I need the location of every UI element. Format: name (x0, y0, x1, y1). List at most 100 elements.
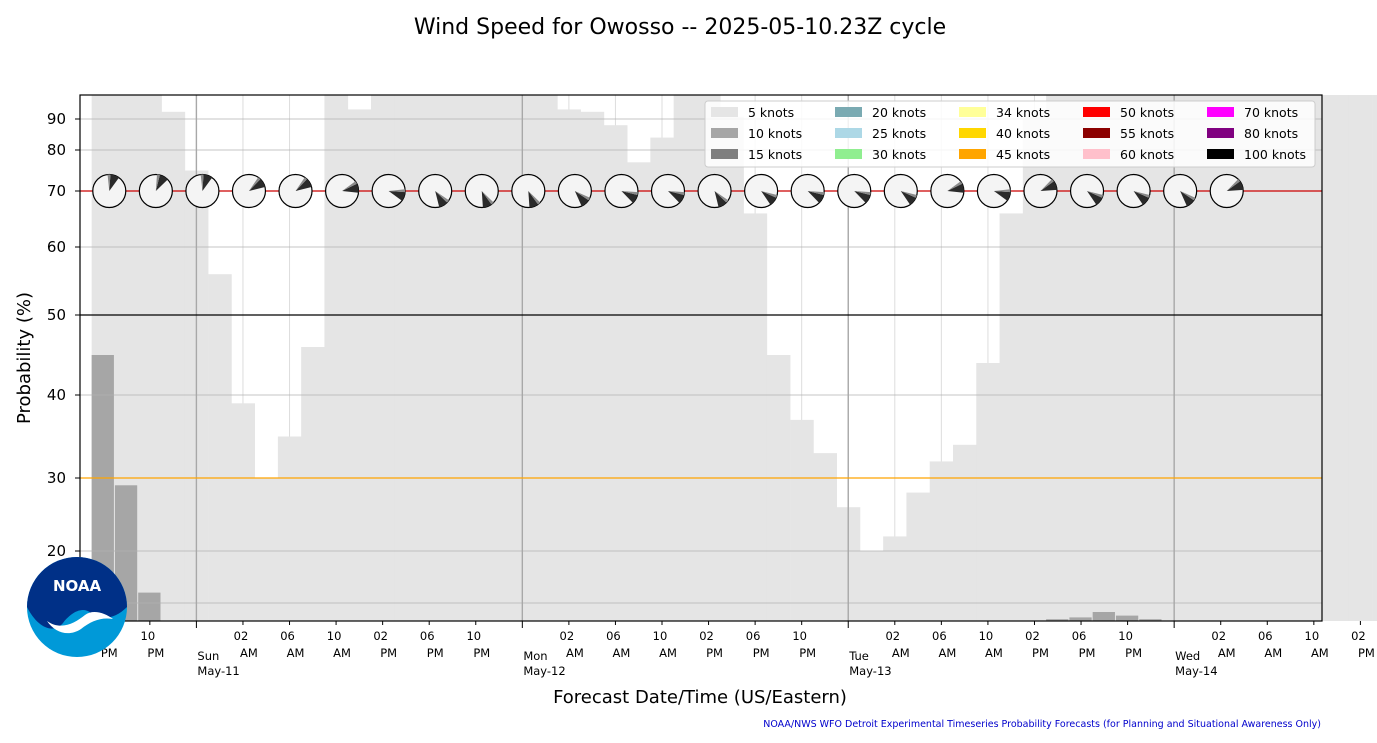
x-tick-ampm-label: AM (613, 646, 631, 660)
bar-5-knots (580, 111, 605, 622)
legend-label: 30 knots (872, 147, 926, 162)
legend: 5 knots 10 knots 15 knots 20 knots 25 knots 3… (704, 100, 1316, 168)
legend-swatch (835, 128, 862, 138)
legend-label: 25 knots (872, 126, 926, 141)
bar-5-knots (696, 95, 721, 621)
bar-5-knots (464, 95, 488, 621)
legend-label: 55 knots (1120, 126, 1174, 141)
wind-direction-wedge (342, 183, 359, 193)
wind-direction-wedge (1040, 181, 1057, 191)
x-tick-ampm-label: PM (147, 646, 164, 660)
x-tick-ampm-label: AM (1311, 646, 1329, 660)
bar-10-knots (1139, 619, 1162, 621)
x-tick-ampm-label: AM (287, 646, 305, 660)
x-tick-ampm-label: AM (240, 646, 258, 660)
bar-10-knots (1115, 615, 1139, 621)
x-tick-day-label: May-11 (197, 664, 239, 678)
legend-swatch (711, 149, 738, 159)
wind-direction-wedge (388, 191, 406, 201)
legend-label: 20 knots (872, 105, 926, 120)
bar-10-knots (91, 355, 114, 621)
x-tick-day-label: Tue (848, 649, 869, 663)
bar-5-knots (1255, 95, 1280, 621)
wind-direction-wedge-secondary (342, 181, 357, 191)
legend-swatch (711, 107, 738, 117)
noaa-logo-text: NOAA (53, 577, 102, 595)
y-tick-label: 30 (47, 469, 66, 487)
wind-direction-wedge (807, 191, 824, 203)
x-tick-hour-label: 06 (420, 629, 435, 643)
wind-direction-wedge-secondary (248, 177, 261, 191)
x-tick-ampm-label: AM (938, 646, 956, 660)
x-tick-hour-label: 10 (141, 629, 156, 643)
x-tick-hour-label: 02 (1351, 629, 1366, 643)
bar-5-knots (976, 363, 1000, 621)
wind-direction-wedge (155, 174, 168, 191)
wind-direction-wedge-secondary (388, 189, 406, 193)
wind-direction-wedge-secondary (1226, 179, 1241, 191)
wind-direction-wedge (295, 179, 312, 191)
bar-5-knots (231, 403, 255, 621)
x-tick-hour-label: 02 (234, 629, 249, 643)
bar-5-knots (1325, 95, 1350, 621)
x-tick-ampm-label: PM (1079, 646, 1096, 660)
legend-swatch (959, 149, 986, 159)
bar-5-knots (417, 95, 442, 621)
bar-5-knots (790, 419, 814, 621)
x-tick-hour-label: 06 (1258, 629, 1273, 643)
x-tick-hour-label: 02 (1025, 629, 1040, 643)
bar-5-knots (533, 95, 558, 621)
bar-5-knots (720, 116, 744, 621)
x-tick-hour-label: 10 (466, 629, 481, 643)
bar-5-knots (324, 95, 349, 621)
bar-5-knots (254, 478, 279, 621)
bar-10-knots (1069, 617, 1092, 621)
x-tick-hour-label: 06 (932, 629, 947, 643)
x-tick-hour-label: 10 (653, 629, 668, 643)
legend-label: 70 knots (1244, 105, 1298, 120)
bar-5-knots (277, 436, 302, 621)
wind-direction-wedge (668, 191, 685, 203)
bar-5-knots (347, 109, 372, 622)
bar-10-knots (1046, 619, 1069, 621)
bar-5-knots (1139, 95, 1163, 621)
bar-5-knots (394, 95, 418, 621)
bar-5-knots (859, 551, 884, 621)
bar-5-knots (999, 213, 1024, 621)
wind-direction-wedge-secondary (668, 191, 685, 195)
x-tick-hour-label: 06 (746, 629, 761, 643)
bar-5-knots (929, 461, 954, 621)
wind-direction-wedge (621, 191, 638, 203)
bar-5-knots (557, 109, 581, 622)
x-tick-day-label: May-13 (849, 664, 891, 678)
x-tick-ampm-label: PM (1358, 646, 1375, 660)
wind-direction-wedge-secondary (1133, 191, 1150, 198)
bar-5-knots (1185, 95, 1210, 621)
bar-5-knots (813, 453, 837, 621)
noaa-logo-icon: NOAA (27, 557, 127, 657)
legend-swatch (835, 149, 862, 159)
bar-5-knots (743, 213, 768, 621)
x-tick-ampm-label: AM (333, 646, 351, 660)
legend-swatch (1083, 107, 1110, 117)
wind-direction-wedge (947, 183, 964, 193)
legend-label: 15 knots (748, 147, 802, 162)
legend-swatch (1083, 128, 1110, 138)
wind-direction-wedge-secondary (528, 191, 541, 205)
bar-5-knots (883, 536, 907, 621)
x-axis-label: Forecast Date/Time (US/Eastern) (553, 687, 847, 708)
wind-direction-wedge (574, 191, 589, 207)
wind-direction-wedge-secondary (155, 174, 160, 191)
bar-5-knots (301, 347, 325, 621)
y-tick-label: 80 (47, 141, 66, 159)
wind-direction-wedge-secondary (295, 177, 307, 191)
bar-5-knots (440, 95, 465, 621)
x-tick-ampm-label: AM (659, 646, 677, 660)
wind-direction-wedge-secondary (900, 191, 917, 198)
bar-5-knots (371, 95, 395, 621)
wind-direction-wedge (714, 191, 727, 208)
wind-direction-wedge (528, 191, 539, 208)
bar-5-knots (1278, 95, 1303, 621)
bar-5-knots (1348, 95, 1373, 621)
